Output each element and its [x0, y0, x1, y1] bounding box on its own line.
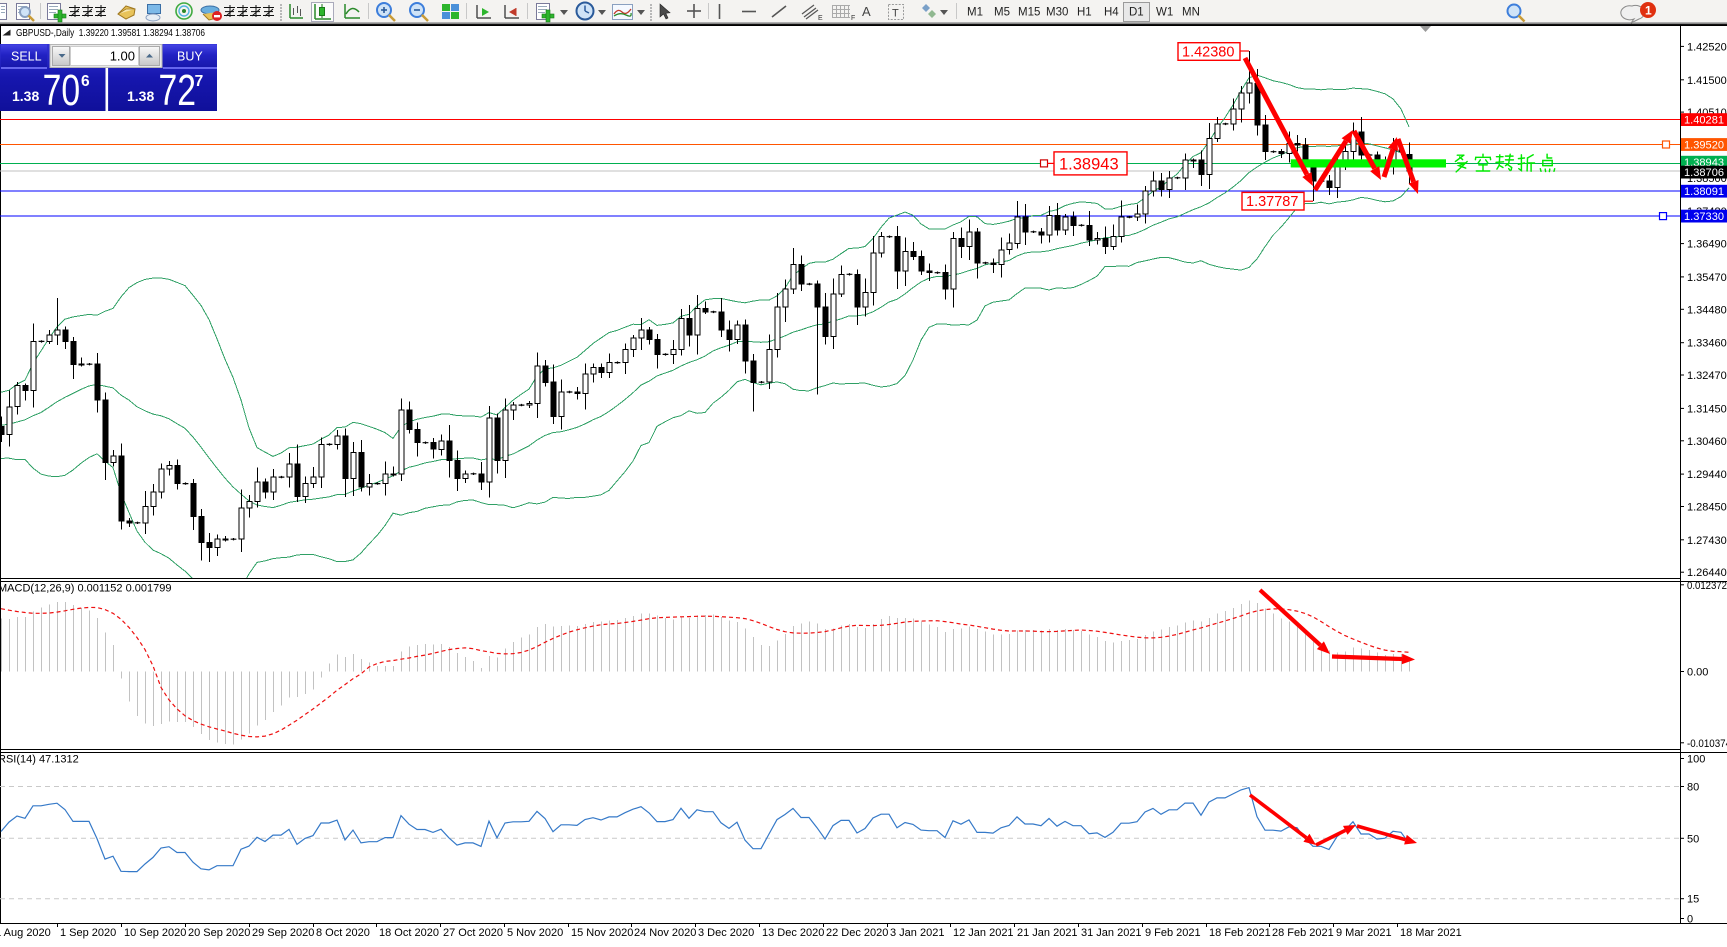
- svg-text:M5: M5: [994, 7, 1010, 19]
- svg-text:21 Aug 2020: 21 Aug 2020: [0, 927, 51, 939]
- svg-text:1.41500: 1.41500: [1687, 75, 1727, 87]
- svg-text:M1: M1: [967, 7, 983, 19]
- svg-text:-0.010374: -0.010374: [1687, 738, 1727, 750]
- svg-text:1.38706: 1.38706: [1684, 167, 1724, 179]
- svg-text:80: 80: [1687, 782, 1699, 794]
- svg-text:1.32470: 1.32470: [1687, 370, 1727, 382]
- svg-text:F: F: [851, 15, 855, 22]
- svg-text:13 Dec 2020: 13 Dec 2020: [762, 927, 824, 939]
- svg-text:0.012372: 0.012372: [1687, 580, 1727, 592]
- svg-text:1.35470: 1.35470: [1687, 272, 1727, 284]
- svg-text:MACD(12,26,9) 0.001152 0.00179: MACD(12,26,9) 0.001152 0.001799: [0, 583, 171, 595]
- svg-text:6: 6: [81, 73, 90, 90]
- svg-text:21 Jan 2021: 21 Jan 2021: [1017, 927, 1078, 939]
- svg-text:29 Sep 2020: 29 Sep 2020: [252, 927, 314, 939]
- svg-text:27 Oct 2020: 27 Oct 2020: [443, 927, 503, 939]
- svg-text:W1: W1: [1156, 7, 1173, 19]
- svg-text:1.33460: 1.33460: [1687, 338, 1727, 350]
- svg-text:22 Dec 2020: 22 Dec 2020: [826, 927, 888, 939]
- svg-text:15: 15: [1687, 894, 1699, 906]
- svg-text:20 Sep 2020: 20 Sep 2020: [188, 927, 250, 939]
- svg-text:1: 1: [1645, 4, 1652, 18]
- svg-text:1.34480: 1.34480: [1687, 304, 1727, 316]
- svg-text:H4: H4: [1104, 7, 1119, 19]
- svg-text:50: 50: [1687, 833, 1699, 845]
- svg-text:1.42380: 1.42380: [1182, 45, 1234, 61]
- svg-text:100: 100: [1687, 754, 1705, 766]
- svg-text:0.00: 0.00: [1687, 667, 1708, 679]
- svg-text:1.37330: 1.37330: [1684, 211, 1724, 223]
- svg-text:1.38943: 1.38943: [1059, 155, 1119, 173]
- svg-text:T: T: [892, 8, 899, 20]
- svg-text:1.28450: 1.28450: [1687, 502, 1727, 514]
- svg-text:72: 72: [159, 66, 197, 115]
- svg-text:9 Mar 2021: 9 Mar 2021: [1336, 927, 1392, 939]
- svg-text:1 Sep 2020: 1 Sep 2020: [60, 927, 116, 939]
- svg-text:A: A: [862, 4, 871, 19]
- svg-text:12 Jan 2021: 12 Jan 2021: [953, 927, 1014, 939]
- svg-text:1.29440: 1.29440: [1687, 469, 1727, 481]
- svg-text:1.00: 1.00: [110, 49, 135, 64]
- svg-text:5 Nov 2020: 5 Nov 2020: [507, 927, 563, 939]
- svg-text:BUY: BUY: [177, 50, 203, 64]
- svg-text:SELL: SELL: [11, 50, 42, 64]
- svg-text:0: 0: [1687, 914, 1693, 926]
- svg-text:3 Dec 2020: 3 Dec 2020: [698, 927, 754, 939]
- svg-text:18 Mar 2021: 18 Mar 2021: [1400, 927, 1462, 939]
- svg-text:M30: M30: [1046, 7, 1068, 19]
- svg-text:E: E: [818, 15, 823, 22]
- svg-text:1.40281: 1.40281: [1684, 114, 1724, 126]
- svg-text:1.36490: 1.36490: [1687, 239, 1727, 251]
- svg-text:8 Oct 2020: 8 Oct 2020: [316, 927, 370, 939]
- svg-text:1.39520: 1.39520: [1684, 139, 1724, 151]
- svg-text:3 Jan 2021: 3 Jan 2021: [890, 927, 944, 939]
- svg-text:1.27430: 1.27430: [1687, 535, 1727, 547]
- svg-text:1.26440: 1.26440: [1687, 567, 1727, 579]
- svg-text:M15: M15: [1018, 7, 1040, 19]
- svg-text:1.37787: 1.37787: [1246, 194, 1298, 210]
- svg-text:1.38: 1.38: [12, 88, 39, 104]
- svg-text:15 Nov 2020: 15 Nov 2020: [571, 927, 633, 939]
- svg-text:1.38091: 1.38091: [1684, 186, 1724, 198]
- svg-text:1.38: 1.38: [127, 88, 154, 104]
- svg-text:24 Nov 2020: 24 Nov 2020: [634, 927, 696, 939]
- svg-text:1.30460: 1.30460: [1687, 436, 1727, 448]
- svg-text:7: 7: [195, 73, 204, 90]
- svg-text:GBPUSD-,Daily 1.39220 1.39581: GBPUSD-,Daily 1.39220 1.39581 1.38294 1.…: [16, 27, 205, 39]
- svg-text:18 Oct 2020: 18 Oct 2020: [379, 927, 439, 939]
- svg-text:H1: H1: [1077, 7, 1092, 19]
- svg-text:9 Feb 2021: 9 Feb 2021: [1145, 927, 1201, 939]
- svg-text:70: 70: [43, 66, 81, 115]
- svg-text:1.31450: 1.31450: [1687, 403, 1727, 415]
- svg-text:1.42520: 1.42520: [1687, 41, 1727, 53]
- svg-text:18 Feb 2021: 18 Feb 2021: [1209, 927, 1271, 939]
- svg-text:D1: D1: [1129, 7, 1144, 19]
- svg-text:31 Jan 2021: 31 Jan 2021: [1081, 927, 1142, 939]
- svg-text:RSI(14) 47.1312: RSI(14) 47.1312: [0, 754, 79, 766]
- svg-text:10 Sep 2020: 10 Sep 2020: [124, 927, 186, 939]
- svg-text:28 Feb 2021: 28 Feb 2021: [1272, 927, 1334, 939]
- svg-text:MN: MN: [1182, 7, 1200, 19]
